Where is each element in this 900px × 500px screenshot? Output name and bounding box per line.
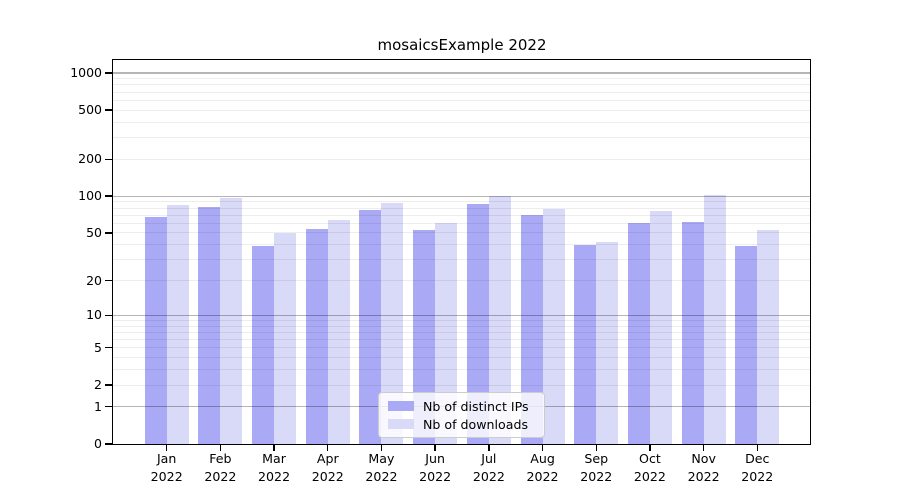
x-axis-tick-label: Aug 2022 (526, 451, 559, 484)
y-axis-tick-label: 10 (86, 307, 102, 323)
x-axis-tick (756, 445, 758, 451)
y-axis-tick-label: 2 (94, 377, 102, 392)
y-axis-tick-label: 20 (86, 272, 102, 288)
x-axis-tick (595, 445, 597, 451)
legend-swatch-downloads (388, 419, 414, 429)
y-axis-tick-label: 1000 (70, 65, 102, 80)
x-axis-tick-label: Oct 2022 (633, 451, 666, 484)
legend-swatch-distinct-ips (388, 401, 414, 411)
plot-border (112, 59, 811, 445)
x-axis-tick (702, 445, 705, 451)
legend-entry-downloads: Nb of downloads (388, 417, 535, 432)
x-axis-tick-label: Jun 2022 (419, 451, 452, 484)
legend-label-distinct-ips: Nb of distinct IPs (423, 398, 529, 414)
y-axis-tick-label: 5 (94, 339, 102, 355)
x-axis-tick (434, 445, 436, 451)
x-axis-tick-label: Mar 2022 (258, 451, 291, 484)
x-axis-tick-label: Jul 2022 (472, 451, 505, 484)
y-axis-tick-label: 100 (78, 188, 102, 204)
x-axis-tick (380, 445, 383, 451)
x-axis-tick (488, 445, 490, 451)
x-axis-tick-label: Jan 2022 (150, 451, 183, 484)
x-axis-tick (273, 445, 275, 451)
x-axis-tick (327, 445, 329, 451)
x-axis-tick-label: Feb 2022 (204, 451, 237, 484)
y-axis-tick-label: 0 (94, 436, 102, 451)
x-axis-tick (219, 445, 222, 451)
chart-title: mosaicsExample 2022 (377, 36, 547, 54)
legend-label-downloads: Nb of downloads (423, 416, 529, 432)
y-axis-tick-label: 50 (86, 224, 102, 240)
x-axis-tick (649, 445, 651, 451)
x-axis-tick-label: May 2022 (365, 451, 398, 484)
y-axis-tick-label: 500 (78, 102, 102, 118)
x-axis-tick-label: Sep 2022 (580, 451, 613, 484)
y-axis-tick-label: 200 (78, 151, 102, 167)
x-axis-tick-label: Apr 2022 (311, 451, 344, 484)
x-axis-tick (541, 445, 544, 451)
legend-entry-distinct-ips: Nb of distinct IPs (388, 399, 535, 414)
legend: Nb of distinct IPs Nb of downloads (378, 392, 545, 438)
y-axis-tick-label: 1 (94, 398, 102, 414)
x-axis-tick-label: Dec 2022 (741, 451, 774, 484)
x-axis-tick-label: Nov 2022 (687, 451, 720, 484)
x-axis-tick (165, 445, 168, 451)
